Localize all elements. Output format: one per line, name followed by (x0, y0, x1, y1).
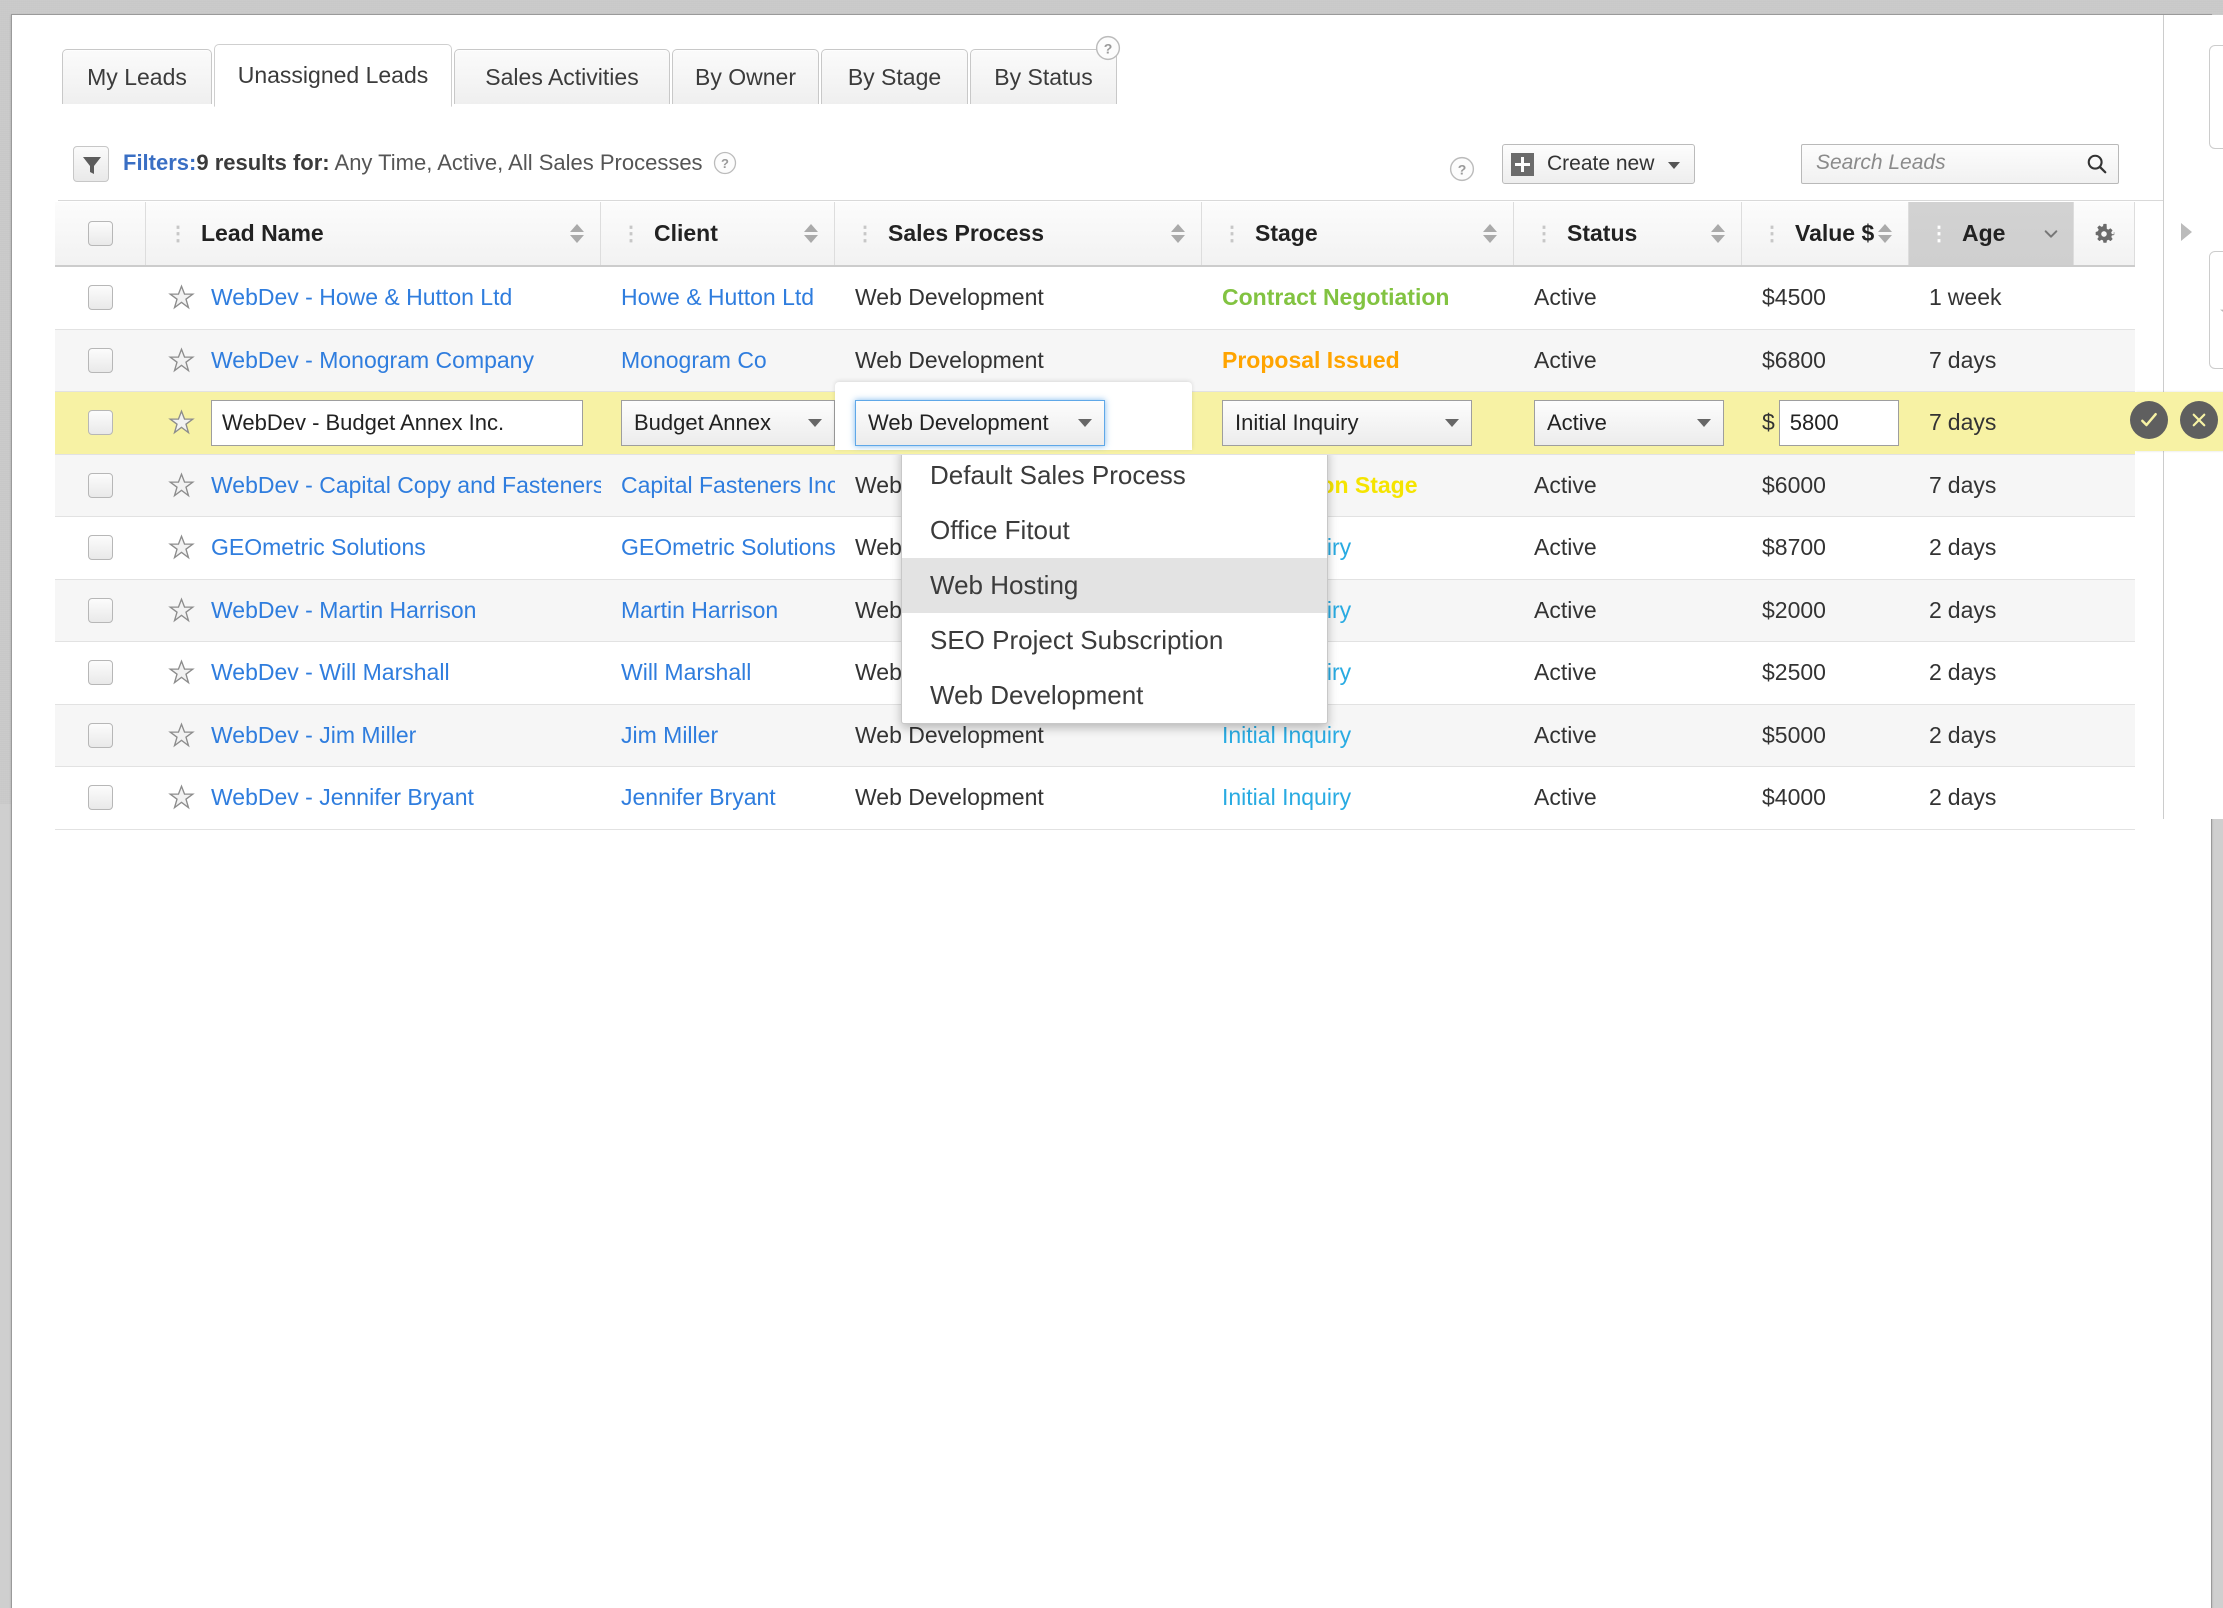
svg-text:?: ? (1104, 40, 1113, 56)
svg-text:?: ? (1458, 161, 1467, 177)
svg-text:?: ? (721, 156, 729, 171)
